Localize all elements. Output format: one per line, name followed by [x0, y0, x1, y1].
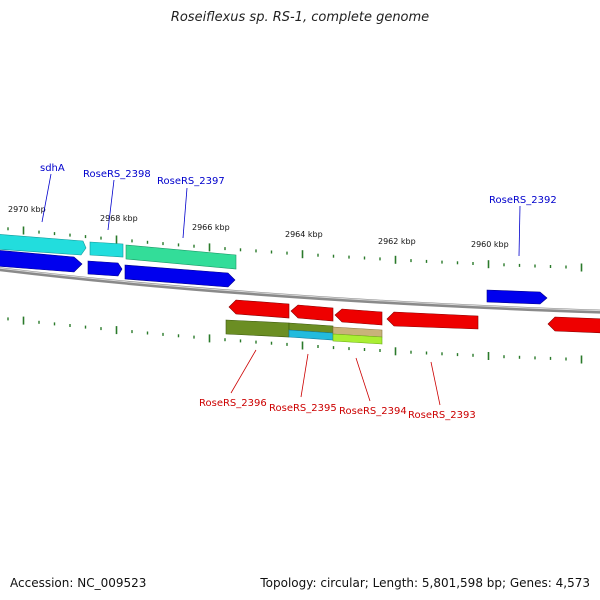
scale-label-2962: 2962 kbp	[378, 237, 416, 246]
gene-RoseRS-2398-cog[interactable]	[89, 241, 124, 258]
gene-sdhA-cog[interactable]	[0, 234, 87, 256]
gene-RoseRS-2397-cog[interactable]	[125, 244, 237, 270]
genome-backbone-highlight	[0, 267, 600, 312]
outer-ticks	[7, 226, 583, 272]
gene-RoseRS-2397-cds[interactable]	[124, 264, 236, 288]
leader-RoseRS-2392	[518, 205, 521, 257]
map-title: Roseiflexus sp. RS-1, complete genome	[170, 10, 430, 25]
inner-ticks	[7, 316, 583, 364]
gene-RoseRS-2396-cog[interactable]	[225, 319, 290, 338]
accession-label: Accession: NC_009523	[10, 576, 147, 590]
leader-RoseRS-2398	[107, 179, 115, 231]
label-sdhA[interactable]: sdhA	[40, 163, 65, 174]
scale-label-2970: 2970 kbp	[8, 205, 46, 214]
scale-label-2966: 2966 kbp	[192, 223, 230, 232]
gene-RoseRS-2392-cds[interactable]	[486, 289, 548, 305]
gene-RoseRS-2393-cds[interactable]	[386, 311, 479, 330]
label-RoseRS-2394[interactable]: RoseRS_2394	[339, 406, 407, 417]
leader-RoseRS-2396	[230, 349, 257, 394]
leader-RoseRS-2394	[355, 357, 371, 402]
scale-label-2968: 2968 kbp	[100, 214, 138, 223]
leader-RoseRS-2395	[300, 353, 309, 398]
leader-sdhA	[41, 173, 52, 223]
scale-label-2964: 2964 kbp	[285, 230, 323, 239]
label-RoseRS-2398[interactable]: RoseRS_2398	[83, 169, 151, 180]
scale-label-2960: 2960 kbp	[471, 240, 509, 249]
gene-sdhA-cds[interactable]	[0, 250, 83, 273]
label-RoseRS-2396[interactable]: RoseRS_2396	[199, 398, 267, 409]
gene-RoseRS-2398-cds[interactable]	[87, 260, 123, 277]
label-RoseRS-2395[interactable]: RoseRS_2395	[269, 403, 337, 414]
label-RoseRS-2393[interactable]: RoseRS_2393	[408, 410, 476, 421]
gene-right-edge-cds[interactable]	[547, 316, 600, 334]
gene-RoseRS-2394-cds[interactable]	[334, 308, 383, 326]
gene-RoseRS-2394-cog-bottom[interactable]	[332, 333, 383, 345]
gene-RoseRS-2395-cds[interactable]	[290, 304, 334, 322]
leader-RoseRS-2393	[430, 361, 441, 406]
gene-RoseRS-2396-cds[interactable]	[228, 299, 290, 319]
label-RoseRS-2392[interactable]: RoseRS_2392	[489, 195, 557, 206]
genome-summary: Topology: circular; Length: 5,801,598 bp…	[260, 576, 590, 590]
label-RoseRS-2397[interactable]: RoseRS_2397	[157, 176, 225, 187]
genome-backbone	[0, 267, 600, 314]
leader-RoseRS-2397	[182, 187, 188, 239]
